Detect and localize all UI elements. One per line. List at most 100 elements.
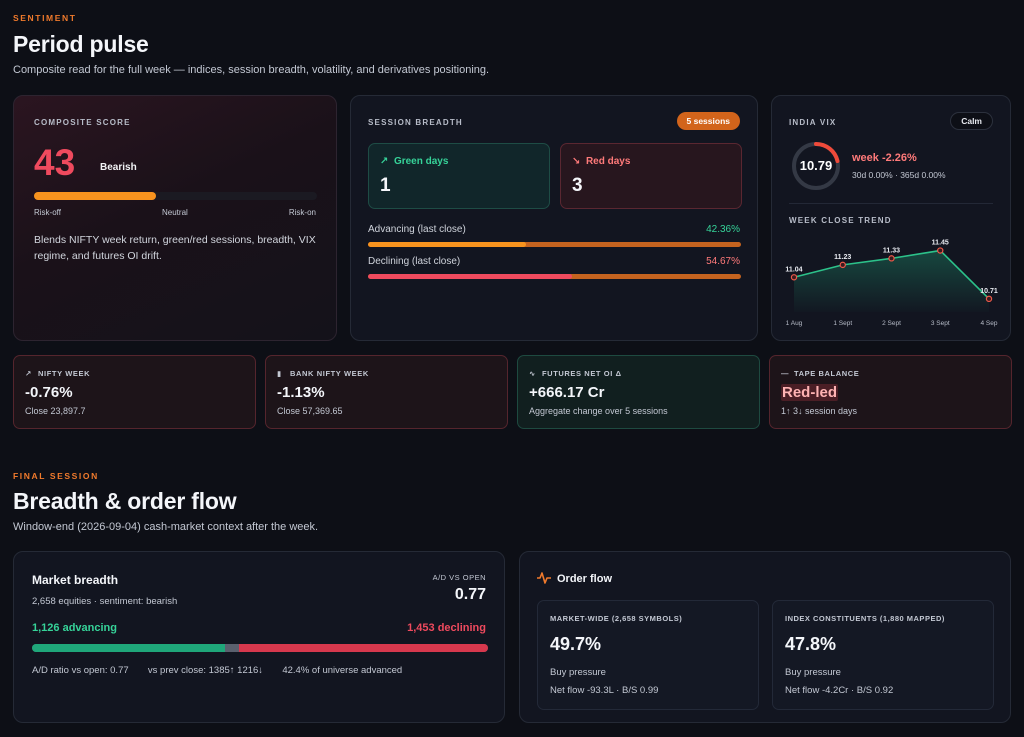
vix-regime-chip[interactable]: Calm <box>950 112 993 130</box>
index-constituents-net-flow: Net flow -4.2Cr · B/S 0.92 <box>785 685 894 696</box>
declining-value: 54.67% <box>706 256 740 267</box>
green-days-label: ↗ Green days <box>380 156 449 167</box>
page-title: Period pulse <box>13 31 149 57</box>
futures-net-oi-card: ∿ FUTURES NET OI Δ +666.17 Cr Aggregate c… <box>517 355 760 429</box>
activity-icon <box>537 572 551 584</box>
section-subtitle-final: Window-end (2026-09-04) cash-market cont… <box>13 521 319 533</box>
futures-net-oi-label: FUTURES NET OI Δ <box>542 369 622 378</box>
vix-ring-gauge <box>792 141 840 190</box>
tape-balance-label: TAPE BALANCE <box>794 369 860 378</box>
page-subtitle: Composite read for the full week — indic… <box>13 64 490 76</box>
vix-trend-chart: 11.04 1 Aug 11.23 1 Sept 11.33 2 Sept 11.45 3 S… <box>785 240 998 327</box>
composite-score-fill <box>34 192 156 200</box>
order-flow-market-wide: MARKET-WIDE (2,658 SYMBOLS) 49.7% Buy pr… <box>537 600 759 710</box>
nifty-week-close: Close 23,897.7 <box>25 406 86 416</box>
composite-description: Blends NIFTY week return, green/red sess… <box>34 234 316 262</box>
market-wide-label: MARKET-WIDE (2,658 SYMBOLS) <box>550 614 683 623</box>
declining-count: 1,453 declining <box>407 622 486 634</box>
bank-nifty-week-value: -1.13% <box>277 384 325 401</box>
advance-decline-bar <box>32 644 488 652</box>
advancing-bar <box>368 242 741 247</box>
section-eyebrow-final-session: FINAL SESSION <box>13 471 99 481</box>
tape-balance-sub: 1↑ 3↓ session days <box>781 406 858 416</box>
vix-value: 10.79 <box>799 158 833 173</box>
scale-risk-off: Risk-off <box>34 208 61 217</box>
footer-universe-advanced: 42.4% of universe advanced <box>282 665 403 676</box>
decline-segment <box>238 644 488 652</box>
vix-trend-tick-label: 4 Sep <box>981 320 998 327</box>
market-wide-net-flow: Net flow -93.3L · B/S 0.99 <box>550 685 659 696</box>
market-breadth-footer: A/D ratio vs open: 0.77 vs prev close: 1… <box>32 665 402 676</box>
vix-trend-data-label: 11.23 <box>834 254 851 261</box>
vix-trend-tick-label: 1 Aug <box>786 320 803 327</box>
order-flow-title: Order flow <box>557 573 613 585</box>
market-breadth-card: Market breadth 2,658 equities · sentimen… <box>13 551 505 723</box>
green-days-value: 1 <box>380 175 391 196</box>
vix-trend-tick-label: 2 Sept <box>882 320 901 327</box>
arrow-down-right-icon: ↘ <box>572 156 586 167</box>
vix-divider <box>789 203 993 204</box>
declining-bar-fill <box>368 274 572 279</box>
advancing-count: 1,126 advancing <box>32 622 117 634</box>
scale-neutral: Neutral <box>162 208 188 217</box>
vix-trend-data-label: 11.45 <box>932 240 949 247</box>
declining-bar <box>368 274 741 279</box>
vix-period-changes: 30d 0.00% · 365d 0.00% <box>852 170 946 180</box>
vix-trend-point[interactable] <box>985 295 993 303</box>
vix-trend-point[interactable] <box>839 261 846 269</box>
session-breadth-label: SESSION BREADTH <box>368 118 463 127</box>
vix-trend-point[interactable] <box>937 247 944 254</box>
vix-trend-tick-label: 3 Sept <box>931 320 950 327</box>
section-title-breadth-order-flow: Breadth & order flow <box>13 488 237 514</box>
dash-icon: — <box>781 369 790 378</box>
vix-trend-point[interactable] <box>888 255 895 262</box>
composite-score-value: 43 <box>34 142 76 183</box>
composite-score-card: COMPOSITE SCORE 43 Bearish Risk-off Neut… <box>13 95 337 341</box>
unchanged-segment <box>225 644 239 652</box>
vix-week-change: week -2.26% <box>852 152 917 164</box>
advancing-label: Advancing (last close) <box>368 224 466 235</box>
market-breadth-sub: 2,658 equities · sentiment: bearish <box>32 596 178 607</box>
bank-nifty-week-card: ▮ BANK NIFTY WEEK -1.13% Close 57,369.65 <box>265 355 508 429</box>
nifty-week-label: NIFTY WEEK <box>38 369 91 378</box>
green-days-box: ↗ Green days 1 <box>368 143 550 209</box>
red-days-box: ↘ Red days 3 <box>560 143 742 209</box>
index-constituents-label: INDEX CONSTITUENTS (1,880 MAPPED) <box>785 614 945 623</box>
futures-net-oi-value: +666.17 Cr <box>529 384 605 401</box>
vix-trend-data-label: 10.71 <box>980 288 998 295</box>
bank-nifty-week-label: BANK NIFTY WEEK <box>290 369 369 378</box>
arrow-up-right-icon: ↗ <box>380 156 394 167</box>
ad-vs-open-value: 0.77 <box>454 586 486 603</box>
tape-balance-value: Red-led <box>781 384 839 401</box>
section-eyebrow-sentiment: SENTIMENT <box>13 13 77 23</box>
scale-risk-on: Risk-on <box>288 208 316 217</box>
composite-label: COMPOSITE SCORE <box>34 118 131 127</box>
market-wide-sub: Buy pressure <box>550 667 606 678</box>
market-wide-buy-pressure: 49.7% <box>550 634 602 654</box>
red-days-value: 3 <box>572 175 583 196</box>
sessions-pill[interactable]: 5 sessions <box>676 112 740 130</box>
trend-up-icon: ↗ <box>25 369 32 378</box>
vix-trend-point[interactable] <box>790 274 798 281</box>
order-flow-index-constituents: INDEX CONSTITUENTS (1,880 MAPPED) 47.8% … <box>772 600 994 710</box>
nifty-week-card: ↗ NIFTY WEEK -0.76% Close 23,897.7 <box>13 355 256 429</box>
composite-score-bar <box>34 192 317 200</box>
advance-segment <box>32 644 226 652</box>
bar-chart-icon: ▮ <box>277 369 282 378</box>
vix-trend-data-label: 11.33 <box>883 247 900 254</box>
advancing-bar-fill <box>368 242 526 247</box>
index-constituents-sub: Buy pressure <box>785 667 841 678</box>
india-vix-card: INDIA VIX Calm 10.79 week -2.26% 30d 0.0… <box>771 95 1011 341</box>
index-constituents-buy-pressure: 47.8% <box>785 634 837 654</box>
footer-ad-ratio: A/D ratio vs open: 0.77 <box>32 665 129 676</box>
futures-net-oi-sub: Aggregate change over 5 sessions <box>529 406 668 416</box>
declining-label: Declining (last close) <box>368 256 461 267</box>
composite-verdict: Bearish <box>100 162 137 173</box>
advancing-value: 42.36% <box>706 224 740 235</box>
ad-vs-open-label: A/D VS OPEN <box>432 573 486 582</box>
vix-label: INDIA VIX <box>789 118 837 127</box>
bank-nifty-week-close: Close 57,369.65 <box>277 406 343 416</box>
red-days-label: ↘ Red days <box>572 156 631 167</box>
vix-trend-label: WEEK CLOSE TREND <box>789 216 892 225</box>
footer-prev-close: vs prev close: 1385↑ 1216↓ <box>147 665 264 676</box>
